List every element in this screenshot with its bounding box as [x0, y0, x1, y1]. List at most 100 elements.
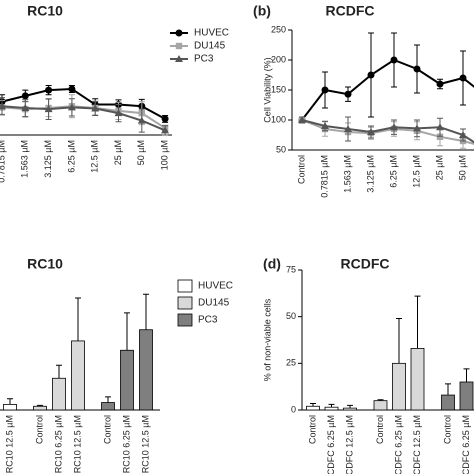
data-point — [161, 126, 170, 134]
x-tick-label: Control — [307, 415, 317, 444]
data-point — [321, 86, 329, 94]
data-point — [436, 133, 444, 140]
data-point — [459, 131, 467, 138]
data-point — [321, 122, 329, 129]
x-tick-label: 100 µM — [159, 140, 169, 170]
x-tick-label: RC10 6.25 µM — [121, 415, 131, 473]
bar — [410, 347, 425, 411]
data-point — [367, 128, 375, 135]
panel-label: (b) — [253, 3, 271, 19]
y-tick-label: 50 — [276, 144, 286, 154]
legend-label: HUVEC — [194, 28, 229, 39]
legend-swatch — [177, 279, 193, 293]
data-point — [68, 85, 76, 93]
x-tick-label: RC10 12.5 µM — [140, 415, 150, 473]
data-point — [390, 56, 398, 64]
bar — [441, 394, 455, 411]
x-tick-label: 12.5 µM — [411, 155, 421, 188]
data-point — [390, 123, 398, 131]
y-tick-label: 0 — [291, 404, 296, 414]
data-point — [161, 115, 169, 123]
bar — [139, 329, 153, 411]
bar — [3, 403, 17, 411]
legend-label: PC3 — [198, 315, 218, 326]
data-point — [21, 92, 29, 100]
legend-label: DU145 — [198, 298, 230, 309]
x-tick-label: Control — [102, 415, 112, 444]
y-tick-label: 50 — [286, 311, 296, 321]
x-tick-label: 1.563 µM — [20, 140, 30, 178]
panel-title: RC10 — [27, 3, 63, 19]
data-point — [344, 125, 352, 132]
error-bar — [124, 312, 130, 351]
x-tick-label: 1.563 µM — [342, 155, 352, 193]
legend-marker — [175, 42, 183, 50]
y-tick-label: 100 — [271, 114, 286, 124]
data-point — [436, 123, 444, 131]
legend-swatch — [177, 296, 193, 310]
x-tick-label: RC10 6.25 µM — [53, 415, 63, 473]
y-tick-label: 25 — [286, 358, 296, 368]
panel-title: RC10 — [27, 256, 63, 272]
y-axis-label: % of non-viable cells — [262, 298, 272, 381]
bar — [459, 381, 474, 411]
data-point — [44, 105, 53, 113]
x-tick-label: RC10 12.5 µM — [72, 415, 82, 473]
bar — [71, 340, 85, 411]
x-tick-label: 0.7815 µM — [0, 140, 6, 183]
x-tick-label: 50 µM — [457, 155, 467, 180]
x-tick-label: 3.125 µM — [365, 155, 375, 193]
legend-swatch — [177, 313, 193, 327]
data-point — [367, 71, 375, 79]
bar — [373, 400, 388, 411]
x-tick-label: 50 µM — [136, 140, 146, 165]
panel-title: RCDFC — [341, 256, 390, 272]
data-point — [91, 104, 100, 112]
bar — [33, 405, 47, 411]
legend-marker — [175, 55, 183, 62]
data-point — [413, 65, 421, 73]
y-tick-label: 250 — [271, 24, 286, 34]
legend-label: DU145 — [194, 41, 226, 52]
x-tick-label: 0.7815 µM — [319, 155, 329, 198]
x-tick-label: Control — [442, 415, 452, 444]
error-bar — [445, 383, 451, 396]
data-point — [0, 102, 6, 110]
panel-title: RCDFC — [326, 3, 375, 19]
x-tick-label: RCDFC 12.5 µM — [412, 415, 422, 474]
bar — [101, 402, 115, 411]
x-tick-label: RCDFC 6.25 µM — [326, 415, 336, 474]
y-tick-label: 150 — [271, 84, 286, 94]
legend-label: PC3 — [194, 54, 214, 65]
data-point — [344, 90, 352, 98]
x-tick-label: 25 µM — [113, 140, 123, 165]
x-tick-label: Control — [296, 155, 306, 184]
x-tick-label: 6.25 µM — [66, 140, 76, 173]
legend-label: HUVEC — [198, 281, 233, 292]
data-point — [137, 116, 146, 124]
panel-label: (d) — [263, 256, 281, 272]
data-point — [413, 124, 421, 132]
bar — [52, 377, 66, 411]
bar — [120, 349, 134, 411]
error-bar — [347, 404, 353, 409]
bar — [392, 362, 406, 411]
data-point — [45, 86, 53, 94]
x-tick-label: Control — [34, 415, 44, 444]
series-line — [1, 87, 166, 120]
x-tick-label: 12.5 µM — [90, 140, 100, 173]
data-point — [436, 80, 444, 88]
y-tick-label: 75 — [286, 264, 296, 274]
series-line — [301, 119, 474, 144]
y-tick-label: 200 — [271, 54, 286, 64]
bar — [324, 406, 339, 411]
x-tick-label: 25 µM — [434, 155, 444, 180]
bar — [343, 407, 357, 411]
bar — [306, 405, 320, 411]
series-line — [301, 119, 474, 145]
data-point — [114, 109, 123, 117]
x-tick-label: 3.125 µM — [43, 140, 53, 178]
x-tick-label: RCDFC 6.25 µM — [393, 415, 403, 474]
